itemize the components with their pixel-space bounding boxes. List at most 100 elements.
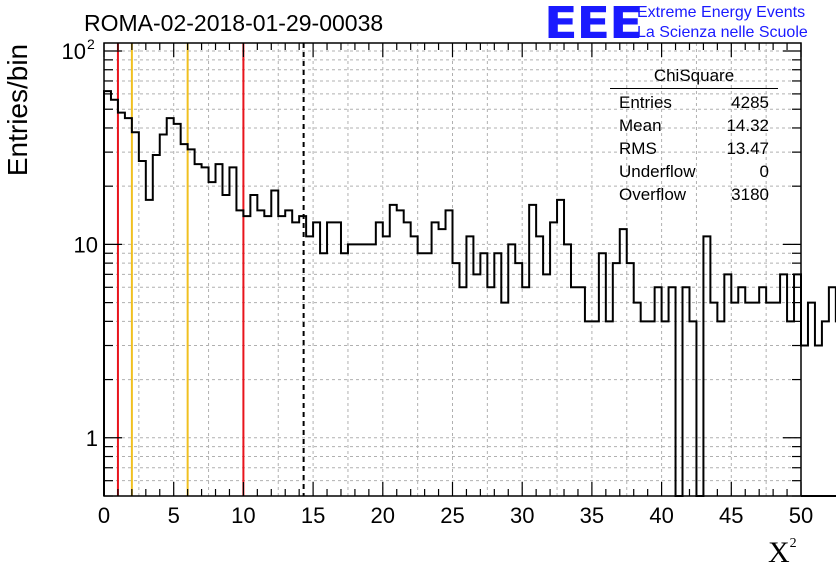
histogram-bin [773,303,780,496]
y-tick-label-exponent: 2 [87,36,95,52]
grid-lines [103,43,802,497]
stats-row-overflow: Overflow 3180 [610,183,778,206]
x-tick-label: 0 [98,503,110,528]
histogram-bin [508,244,515,496]
run-title: ROMA-02-2018-01-29-00038 [84,10,384,36]
histogram-bin [229,167,236,496]
histogram-bin [243,216,250,496]
histogram-bin [418,253,425,496]
histogram-bin [432,222,439,496]
histogram-bin [571,287,578,496]
histogram-bin [118,113,125,496]
stats-row-underflow: Underflow 0 [610,160,778,183]
histogram-bin [717,321,724,496]
x-tick-label: 15 [301,503,325,528]
x-tick-label: 10 [231,503,255,528]
histogram-bin [648,321,655,496]
stats-box: ChiSquare Entries 4285 Mean 14.32 RMS 13… [610,66,778,206]
stats-row-rms: RMS 13.47 [610,137,778,160]
histogram-bin [592,321,599,496]
histogram-bin [738,287,745,496]
histogram-bin [327,222,334,496]
histogram-bin [466,236,473,496]
histogram-bin [397,210,404,496]
histogram-bin [188,149,195,496]
histogram-bin [439,229,446,496]
logo-subtitle-line2: La Scienza nelle Scuole [637,24,808,41]
histogram-bin [181,144,188,496]
histogram-bin [822,321,829,496]
x-axis-ticks: 0 5 10 15 20 25 30 35 40 45 50 [98,43,813,528]
histogram-bin [794,274,801,496]
histogram-bin [662,321,669,496]
x-tick-label: 35 [580,503,604,528]
histogram-bin [515,263,522,496]
stats-value: 13.47 [726,139,769,158]
histogram-bin [369,244,376,496]
histogram-bin [745,303,752,496]
histogram-bin [209,182,216,496]
marker-lines [116,43,305,496]
histogram-bin [606,321,613,496]
histogram-bin [536,236,543,496]
histogram-bin [578,287,585,496]
y-tick-label: 10 [74,232,98,257]
x-tick-label: 25 [440,503,464,528]
histogram-bin [146,200,153,496]
histogram-bin [216,164,223,496]
logo-subtitle-line1: Extreme Energy Events [637,4,806,21]
histogram-bin [390,205,397,496]
y-tick-label: 1 [86,426,98,451]
x-tick-label: 40 [649,503,673,528]
histogram-bin [564,244,571,496]
histogram-bin [808,303,815,496]
histogram-bin [348,244,355,496]
histogram-bin [285,210,292,496]
histogram-bin [759,287,766,496]
histogram-bin [264,216,271,496]
histogram-bin [271,190,278,496]
x-tick-label: 30 [510,503,534,528]
histogram-bin [529,205,536,496]
histogram-bin [669,287,676,496]
histogram-bin [522,287,529,496]
histogram-bin [299,216,306,496]
histogram-bin [487,287,494,496]
histogram-bin [278,216,285,496]
histogram-bin [599,253,606,496]
stats-value: 4285 [731,93,769,112]
histogram-bin [341,253,348,496]
histogram-bin [550,222,557,496]
histogram-bin [125,118,132,496]
histogram-bin [236,210,243,496]
histogram-bin [724,274,731,496]
histogram-bin [376,222,383,496]
histogram-bin [111,100,118,496]
histogram-bin [250,195,257,496]
histogram-bin [480,253,487,496]
eee-logo: EEE [544,0,643,49]
histogram-bin [257,210,264,496]
histogram-bin [766,303,773,496]
histogram-bin [641,321,648,496]
histogram-bin [306,236,313,496]
histogram-bin [411,236,418,496]
histogram-bin [383,236,390,496]
histogram-bin [501,303,508,496]
histogram-bin [222,195,229,496]
x-tick-label: 50 [789,503,813,528]
stats-label: RMS [619,139,657,158]
stats-row-entries: Entries 4285 [610,91,778,114]
histogram-bin [292,222,299,496]
histogram-bin [780,274,787,496]
histogram-bin [627,263,634,496]
histogram-bin [689,321,696,496]
y-axis-label: Entries/bin [2,43,33,177]
histogram-bin [473,274,480,496]
histogram-bin [453,263,460,496]
histogram-bin [801,346,808,496]
x-tick-label: 45 [719,503,743,528]
stats-value: 0 [759,162,769,181]
stats-label: Entries [619,93,672,112]
